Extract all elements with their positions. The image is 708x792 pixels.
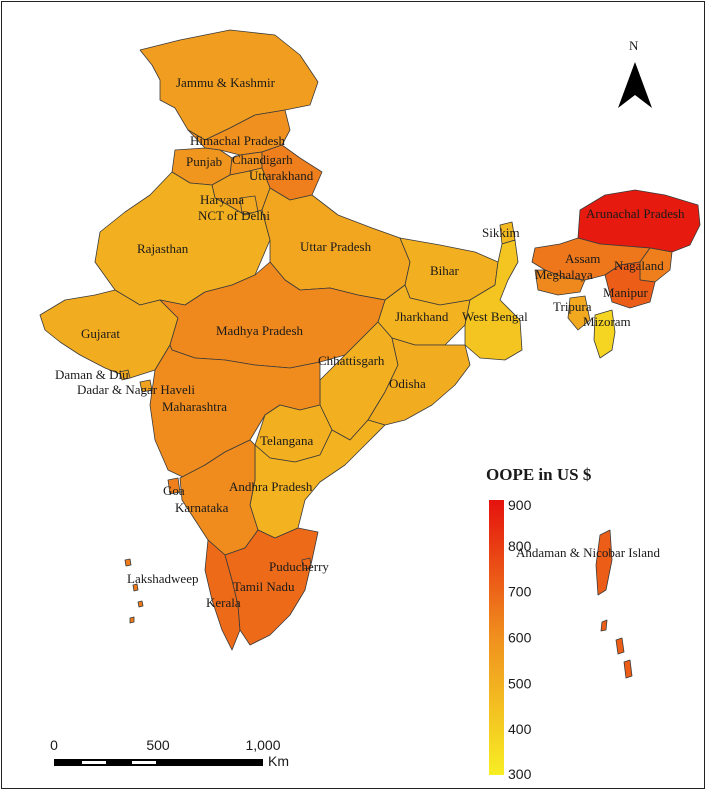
region-puducherry[interactable]: [301, 557, 312, 570]
region-west-bengal[interactable]: [464, 239, 523, 361]
label-andaman-nicobar: Andaman & Nicobar Island: [516, 545, 661, 560]
label-rajasthan: Rajasthan: [137, 241, 189, 256]
region-lakshadweep[interactable]: [124, 558, 144, 624]
label-jammu-kashmir: Jammu & Kashmir: [176, 75, 276, 90]
label-daman-diu: Daman & Diu: [55, 367, 129, 382]
legend-color-bar: [489, 500, 504, 775]
legend-tick-400: 400: [508, 721, 532, 737]
label-andhra-pradesh: Andhra Pradesh: [229, 479, 313, 494]
legend-tick-800: 800: [508, 538, 532, 554]
label-karnataka: Karnataka: [175, 500, 229, 515]
label-madhya-pradesh: Madhya Pradesh: [216, 323, 304, 338]
label-meghalaya: Meghalaya: [535, 267, 593, 282]
legend-tick-300: 300: [508, 766, 532, 782]
label-uttar-pradesh: Uttar Pradesh: [300, 239, 372, 254]
legend-tick-500: 500: [508, 675, 532, 691]
label-punjab: Punjab: [186, 154, 222, 169]
label-haryana: Haryana: [200, 192, 244, 207]
label-himachal-pradesh: Himachal Pradesh: [190, 133, 285, 148]
region-tamil-nadu[interactable]: [224, 527, 319, 646]
scale-unit: Km: [268, 753, 289, 769]
label-uttarakhand: Uttarakhand: [249, 168, 314, 183]
label-arunachal-pradesh: Arunachal Pradesh: [586, 206, 685, 221]
label-telangana: Telangana: [260, 433, 313, 448]
label-kerala: Kerala: [206, 595, 241, 610]
label-jharkhand: Jharkhand: [395, 309, 449, 324]
label-nagaland: Nagaland: [614, 258, 664, 273]
region-tripura[interactable]: [567, 295, 591, 331]
label-tripura: Tripura: [553, 299, 592, 314]
region-meghalaya[interactable]: [534, 269, 586, 296]
label-puducherry: Puducherry: [269, 559, 329, 574]
region-andaman-nicobar[interactable]: [595, 529, 633, 679]
scale-tick-500: 500: [146, 737, 170, 753]
scale-tick-1000: 1,000: [245, 737, 280, 753]
region-odisha[interactable]: [367, 337, 471, 426]
label-chandigarh: Chandigarh: [232, 152, 293, 167]
label-west-bengal: West Bengal: [462, 309, 528, 324]
label-mizoram: Mizoram: [583, 314, 631, 329]
label-maharashtra: Maharashtra: [162, 399, 227, 414]
region-daman-diu[interactable]: [119, 369, 131, 381]
legend-title: OOPE in US $: [486, 465, 592, 484]
scale-tick-0: 0: [50, 737, 58, 753]
region-mizoram[interactable]: [593, 309, 616, 359]
region-karnataka[interactable]: [179, 439, 259, 556]
label-tamil-nadu: Tamil Nadu: [233, 579, 295, 594]
label-gujarat: Gujarat: [81, 326, 120, 341]
north-arrow-icon: N: [618, 38, 652, 108]
label-odisha: Odisha: [389, 376, 426, 391]
legend-tick-900: 900: [508, 497, 532, 513]
label-manipur: Manipur: [603, 285, 648, 300]
north-label: N: [629, 38, 639, 53]
legend: OOPE in US $ 900 800 700 600 500 400 300: [486, 465, 592, 782]
scale-bar: 0 500 1,000 Km: [50, 737, 289, 769]
label-chhattisgarh: Chhattisgarh: [318, 353, 385, 368]
label-nct-delhi: NCT of Delhi: [198, 208, 270, 223]
label-goa: Goa: [163, 483, 185, 498]
label-lakshadweep: Lakshadweep: [127, 571, 198, 586]
region-goa[interactable]: [167, 477, 181, 495]
label-bihar: Bihar: [430, 263, 460, 278]
label-sikkim: Sikkim: [482, 225, 520, 240]
region-manipur[interactable]: [604, 261, 656, 309]
label-assam: Assam: [565, 251, 600, 266]
label-dadar-nagar-haveli: Dadar & Nagar Haveli: [77, 382, 195, 397]
legend-tick-700: 700: [508, 584, 532, 600]
legend-tick-600: 600: [508, 630, 532, 646]
